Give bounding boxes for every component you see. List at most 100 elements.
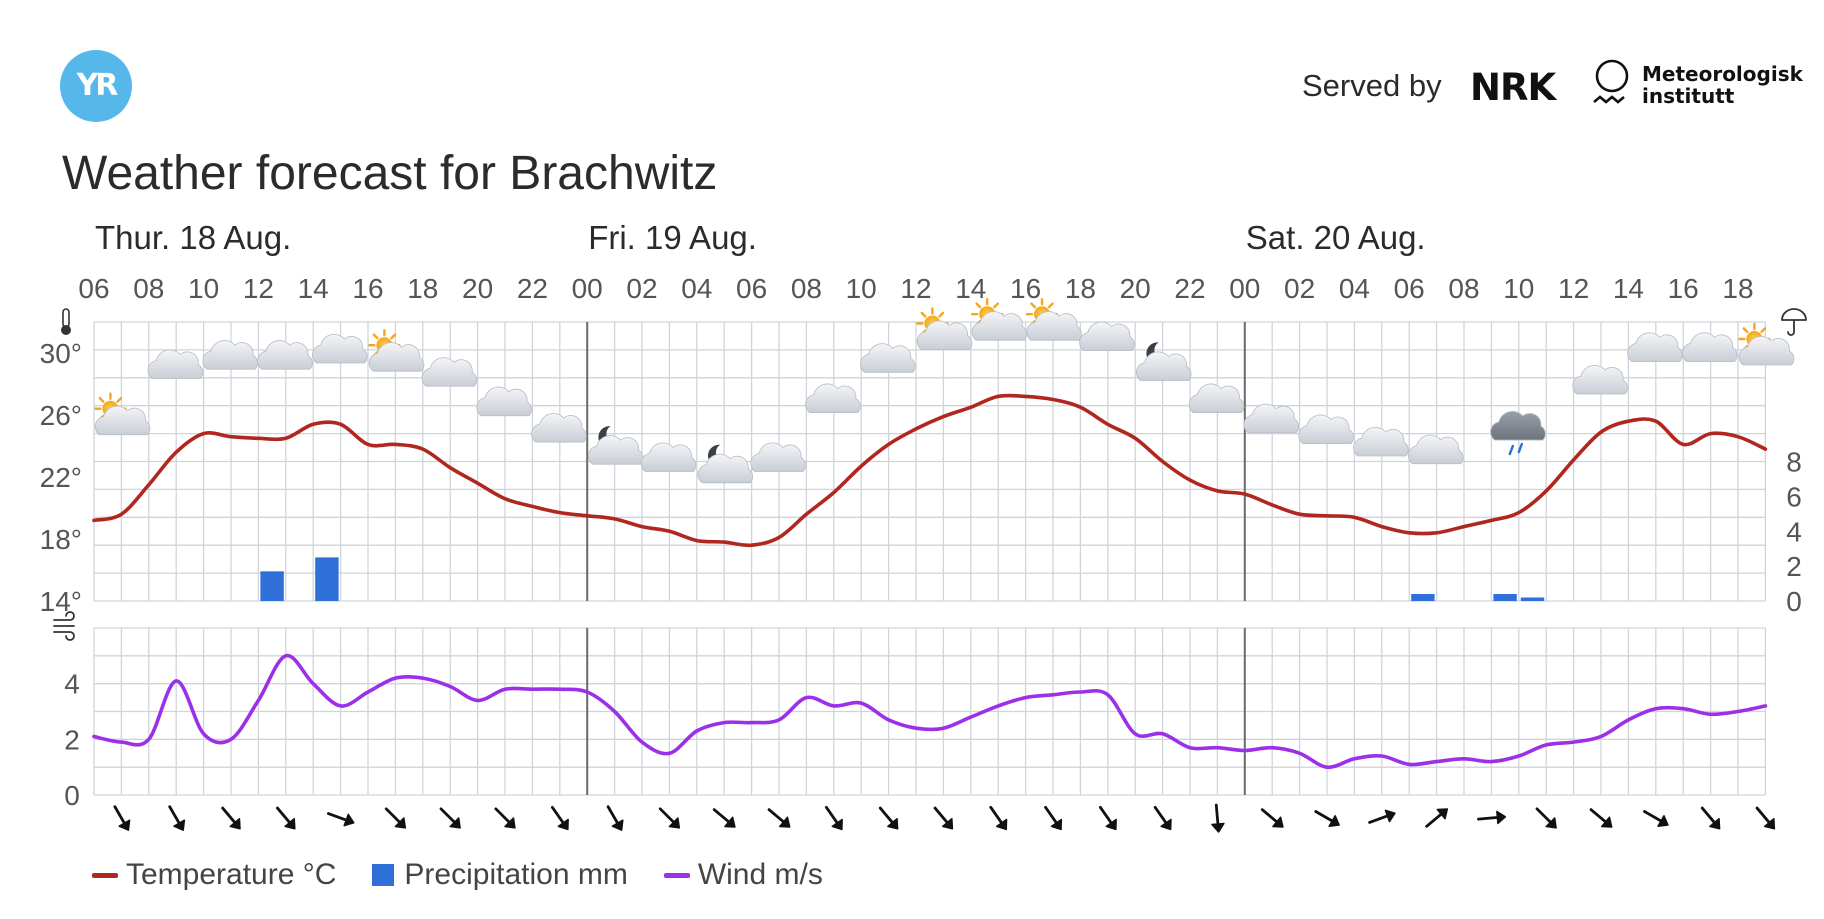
legend-item-precipitation[interactable]: Precipitation mm: [372, 858, 628, 892]
wind-direction-arrows: [113, 803, 1776, 833]
hour-tick-label: 02: [626, 273, 657, 304]
wind-direction-arrow-icon: [767, 808, 791, 828]
served-by-label: Served by: [1302, 68, 1442, 103]
hour-tick-label: 10: [846, 273, 877, 304]
legend-item-wind[interactable]: Wind m/s: [663, 858, 823, 892]
wind-direction-arrow-icon: [712, 808, 736, 828]
wind-direction-arrow-icon: [1643, 810, 1669, 827]
met-institute-logo[interactable]: Meteorologisk institutt: [1642, 63, 1803, 107]
wind-direction-arrow-icon: [1211, 803, 1225, 833]
hour-tick-label: 16: [352, 273, 383, 304]
precipitation-bar[interactable]: [1411, 594, 1435, 601]
cloudy-icon: [1243, 403, 1300, 434]
wind-direction-arrow-icon: [439, 807, 461, 829]
hour-tick-label: 10: [1503, 273, 1534, 304]
wind-tick-label: 4: [64, 669, 80, 700]
day-label-1: Thur. 18 Aug.: [95, 219, 291, 256]
y-axis-labels: 14° 18° 22° 26° 30° 0 2 4 68 0 2 4: [40, 338, 1802, 811]
wind-direction-arrow-icon: [606, 805, 624, 831]
legend-item-temperature[interactable]: Temperature °C: [92, 858, 336, 892]
hour-tick-label: 02: [1284, 273, 1315, 304]
cloudy-icon: [805, 383, 861, 413]
hour-tick-label: 06: [1394, 273, 1425, 304]
hour-tick-label: 14: [955, 273, 986, 304]
day-label-2: Fri. 19 Aug.: [588, 219, 757, 256]
partly-cloudy-day-icon: [916, 307, 973, 350]
cloudy-icon: [1627, 332, 1683, 362]
precipitation-bar[interactable]: [260, 571, 284, 601]
temperature-tick-label: 26°: [40, 400, 82, 431]
wind-direction-arrow-icon: [1589, 808, 1613, 828]
wind-direction-arrow-icon: [1153, 805, 1172, 831]
temperature-line[interactable]: [92, 393, 1768, 548]
precipitation-tick-label: 4: [1786, 516, 1802, 547]
precipitation-tick-label: 0: [1786, 586, 1802, 617]
wind-direction-arrow-icon: [221, 806, 241, 830]
precipitation-bars: [260, 557, 1545, 601]
hour-tick-label: 22: [517, 273, 548, 304]
wind-direction-arrow-icon: [933, 806, 954, 830]
cloudy-icon: [257, 340, 313, 370]
partly-cloudy-night-icon: [588, 426, 644, 465]
wind-direction-arrow-icon: [384, 807, 407, 829]
page-title: Weather forecast for Brachwitz: [62, 147, 718, 200]
wind-direction-arrow-icon: [113, 805, 131, 831]
precipitation-bar[interactable]: [1493, 594, 1517, 601]
wind-direction-arrow-icon: [1755, 806, 1776, 830]
met-institute-icon: [1593, 59, 1629, 104]
cloudy-icon: [1298, 414, 1354, 444]
hour-tick-label: 18: [1065, 273, 1096, 304]
legend: Temperature °C Precipitation mm Wind m/s: [92, 858, 859, 892]
wind-direction-arrow-icon: [1425, 808, 1449, 828]
hour-tick-label: 00: [1229, 273, 1260, 304]
legend-label-temperature: Temperature °C: [126, 858, 337, 891]
forecast-chart: Thur. 18 Aug. Fri. 19 Aug. Sat. 20 Aug. 06…: [40, 219, 1807, 833]
axis-icons: [53, 308, 1807, 641]
hour-tick-label: 18: [407, 273, 438, 304]
precipitation-bar[interactable]: [315, 557, 339, 601]
met-line-1: Meteorologisk: [1642, 62, 1803, 86]
cloudy-icon: [1353, 426, 1409, 457]
yr-logo[interactable]: YR: [60, 50, 132, 122]
day-label-3: Sat. 20 Aug.: [1246, 219, 1426, 256]
nrk-logo[interactable]: NRK: [1470, 66, 1556, 109]
precipitation-bar[interactable]: [1520, 597, 1545, 601]
wind-direction-arrow-icon: [878, 806, 899, 830]
hour-tick-label: 06: [736, 273, 767, 304]
wind-icon: [53, 611, 75, 641]
precipitation-tick-label: 8: [1786, 447, 1802, 478]
hour-tick-label: 20: [462, 273, 493, 304]
wind-direction-arrow-icon: [1044, 805, 1063, 831]
light-rain-icon: [1490, 411, 1546, 456]
legend-swatch-precipitation: [372, 864, 395, 886]
cloudy-icon: [312, 333, 368, 364]
wind-direction-arrow-icon: [276, 806, 296, 830]
precipitation-tick-label: 2: [1786, 551, 1802, 582]
wind-direction-arrow-icon: [550, 805, 569, 831]
met-line-2: institutt: [1642, 84, 1735, 108]
wind-direction-arrow-icon: [1260, 808, 1284, 828]
wind-direction-arrow-icon: [326, 812, 355, 827]
hour-tick-label: 00: [572, 273, 603, 304]
cloudy-icon: [860, 343, 916, 373]
day-labels: Thur. 18 Aug. Fri. 19 Aug. Sat. 20 Aug.: [95, 219, 1426, 256]
temperature-grid: [93, 321, 1767, 602]
hour-tick-label: 16: [1010, 273, 1041, 304]
wind-line[interactable]: [92, 653, 1768, 770]
thermometer-icon: [61, 308, 71, 335]
cloudy-icon: [640, 442, 697, 472]
legend-label-precipitation: Precipitation mm: [404, 858, 628, 891]
temperature-series: [92, 393, 1768, 548]
wind-direction-arrow-icon: [1098, 805, 1117, 831]
partly-cloudy-night-icon: [697, 444, 754, 484]
cloudy-icon: [202, 340, 258, 370]
partly-cloudy-day-icon: [1025, 298, 1082, 341]
hour-tick-label: 06: [78, 273, 109, 304]
hour-tick-label: 12: [243, 273, 274, 304]
wind-direction-arrow-icon: [1368, 809, 1396, 824]
hour-tick-label: 04: [1339, 273, 1370, 304]
wind-tick-label: 2: [64, 724, 80, 755]
hour-tick-label: 16: [1668, 273, 1699, 304]
hour-tick-label: 12: [1558, 273, 1589, 304]
legend-label-wind: Wind m/s: [697, 858, 823, 891]
